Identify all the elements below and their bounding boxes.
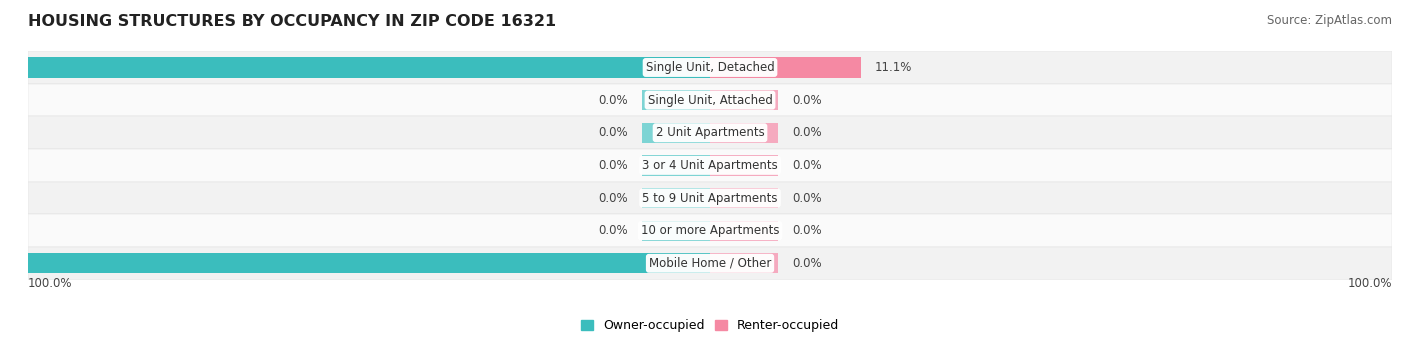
Text: Mobile Home / Other: Mobile Home / Other <box>648 257 772 270</box>
Bar <box>710 188 779 208</box>
Text: 0.0%: 0.0% <box>792 126 821 139</box>
Bar <box>0 57 710 78</box>
Text: 100.0%: 100.0% <box>28 277 73 290</box>
Bar <box>28 247 1392 280</box>
Text: Source: ZipAtlas.com: Source: ZipAtlas.com <box>1267 14 1392 27</box>
Bar <box>710 57 862 78</box>
Text: Single Unit, Detached: Single Unit, Detached <box>645 61 775 74</box>
Text: Single Unit, Attached: Single Unit, Attached <box>648 94 772 107</box>
Bar <box>0 253 710 273</box>
Bar <box>710 123 779 143</box>
Text: 5 to 9 Unit Apartments: 5 to 9 Unit Apartments <box>643 192 778 205</box>
Text: 3 or 4 Unit Apartments: 3 or 4 Unit Apartments <box>643 159 778 172</box>
Bar <box>28 182 1392 214</box>
Text: 0.0%: 0.0% <box>599 94 628 107</box>
Text: 100.0%: 100.0% <box>1347 277 1392 290</box>
Legend: Owner-occupied, Renter-occupied: Owner-occupied, Renter-occupied <box>575 314 845 337</box>
Bar <box>28 116 1392 149</box>
Bar <box>28 84 1392 116</box>
Text: 0.0%: 0.0% <box>792 192 821 205</box>
Bar <box>643 123 710 143</box>
Bar <box>643 188 710 208</box>
Text: 0.0%: 0.0% <box>792 94 821 107</box>
Text: 10 or more Apartments: 10 or more Apartments <box>641 224 779 237</box>
Bar <box>643 221 710 241</box>
Text: HOUSING STRUCTURES BY OCCUPANCY IN ZIP CODE 16321: HOUSING STRUCTURES BY OCCUPANCY IN ZIP C… <box>28 14 557 29</box>
Text: 0.0%: 0.0% <box>792 257 821 270</box>
Text: 0.0%: 0.0% <box>792 224 821 237</box>
Bar <box>28 51 1392 84</box>
Text: 0.0%: 0.0% <box>792 159 821 172</box>
Bar <box>710 253 779 273</box>
Text: 11.1%: 11.1% <box>875 61 912 74</box>
Text: 2 Unit Apartments: 2 Unit Apartments <box>655 126 765 139</box>
Bar <box>643 90 710 110</box>
Bar <box>28 149 1392 182</box>
Bar <box>710 155 779 176</box>
Text: 0.0%: 0.0% <box>599 126 628 139</box>
Text: 0.0%: 0.0% <box>599 192 628 205</box>
Bar <box>710 221 779 241</box>
Bar <box>710 90 779 110</box>
Text: 0.0%: 0.0% <box>599 224 628 237</box>
Bar <box>643 155 710 176</box>
Text: 0.0%: 0.0% <box>599 159 628 172</box>
Bar <box>28 214 1392 247</box>
